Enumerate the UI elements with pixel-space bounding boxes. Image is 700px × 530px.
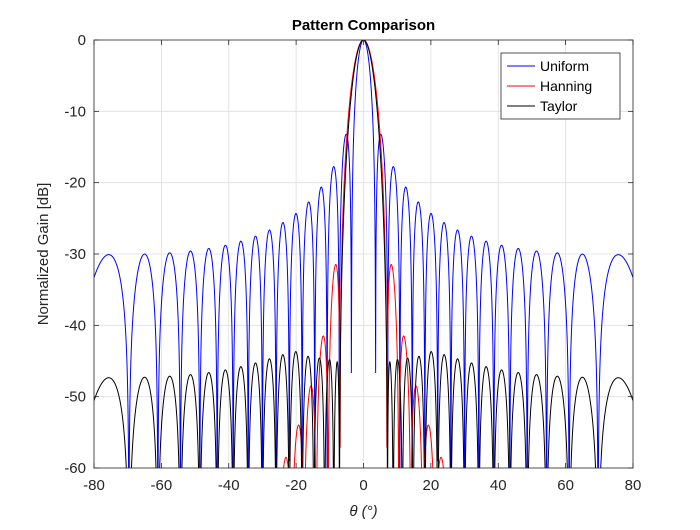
y-tick-label: -60 xyxy=(64,460,86,477)
x-tick-label: -20 xyxy=(285,477,307,494)
x-tick-label: 0 xyxy=(359,477,367,494)
x-tick-label: 40 xyxy=(490,477,507,494)
y-tick-label: -50 xyxy=(64,389,86,406)
x-tick-label: 60 xyxy=(557,477,574,494)
legend-label: Hanning xyxy=(540,78,592,94)
ticks: -80 -60 -40 -20 0 20 40 60 800-10-20-30-40-50-60 xyxy=(64,32,641,494)
y-tick-label: -40 xyxy=(64,317,86,334)
legend-label: Taylor xyxy=(540,98,578,114)
x-tick-label: -40 xyxy=(218,477,240,494)
y-axis-label: Normalized Gain [dB] xyxy=(35,183,52,326)
legend: Uniform Hanning Taylor xyxy=(500,52,621,120)
legend-label: Uniform xyxy=(540,58,589,74)
y-tick-label: -10 xyxy=(64,103,86,120)
y-tick-label: -20 xyxy=(64,175,86,192)
series-line-taylor xyxy=(94,40,633,468)
x-tick-label: 20 xyxy=(423,477,440,494)
y-tick-label: 0 xyxy=(78,32,86,49)
x-tick-label: -80 xyxy=(83,477,105,494)
series-layer xyxy=(94,40,633,468)
x-tick-label: 80 xyxy=(625,477,642,494)
series-line-uniform xyxy=(94,40,633,468)
x-tick-label: -60 xyxy=(151,477,173,494)
x-axis-label: θ (°) xyxy=(349,503,377,520)
chart-title: Pattern Comparison xyxy=(292,17,435,34)
y-tick-label: -30 xyxy=(64,246,86,263)
